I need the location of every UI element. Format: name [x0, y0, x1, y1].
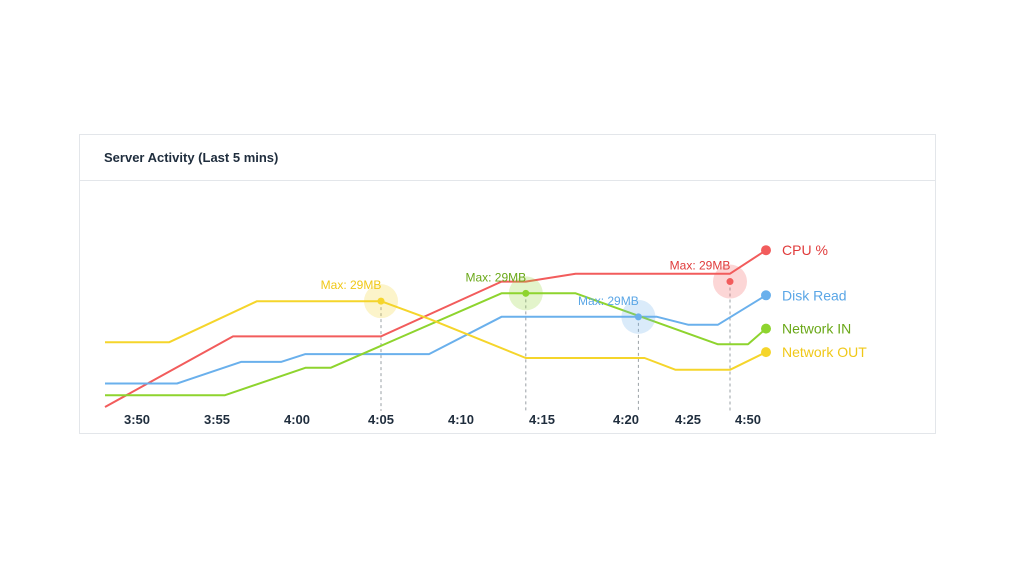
- max-marker-dot-0[interactable]: [726, 278, 734, 286]
- series-line-0: [104, 249, 767, 408]
- x-tick-label: 4:00: [284, 412, 310, 427]
- max-annotation-3: Max: 29MB: [321, 278, 382, 292]
- x-tick-label: 3:55: [204, 412, 230, 427]
- card-header: Server Activity (Last 5 mins): [80, 135, 935, 181]
- card-title: Server Activity (Last 5 mins): [104, 150, 279, 165]
- max-annotation-0: Max: 29MB: [670, 259, 731, 273]
- x-tick-label: 3:50: [124, 412, 150, 427]
- max-annotation-2: Max: 29MB: [465, 270, 526, 284]
- x-tick-label: 4:10: [448, 412, 474, 427]
- legend-label-1[interactable]: Disk Read: [782, 287, 847, 303]
- max-marker-dot-3[interactable]: [377, 297, 385, 305]
- series-line-1: [105, 294, 767, 385]
- legend-dot-1: [761, 290, 771, 301]
- x-tick-label: 4:25: [675, 412, 701, 427]
- series-line-3: [105, 300, 767, 371]
- x-tick-label: 4:20: [613, 412, 639, 427]
- legend-dot-0: [761, 245, 771, 256]
- max-marker-dot-2[interactable]: [522, 289, 530, 297]
- legend-dot-3: [761, 347, 771, 358]
- legend-label-2[interactable]: Network IN: [782, 321, 851, 337]
- legend-label-0[interactable]: CPU %: [782, 242, 828, 258]
- x-tick-label: 4:50: [735, 412, 761, 427]
- max-annotation-1: Max: 29MB: [578, 294, 639, 308]
- server-activity-card: Server Activity (Last 5 mins) Max: 29MB M…: [79, 134, 936, 434]
- legend-dot-2: [761, 323, 771, 334]
- max-marker-dot-1[interactable]: [634, 313, 642, 321]
- line-chart: Max: 29MB Max: 29MB Max: 29MB Max: 29MB 3:50…: [104, 242, 867, 427]
- series-line-2: [105, 292, 767, 397]
- x-tick-label: 4:05: [368, 412, 394, 427]
- x-tick-label: 4:15: [529, 412, 555, 427]
- legend-label-3[interactable]: Network OUT: [782, 344, 867, 360]
